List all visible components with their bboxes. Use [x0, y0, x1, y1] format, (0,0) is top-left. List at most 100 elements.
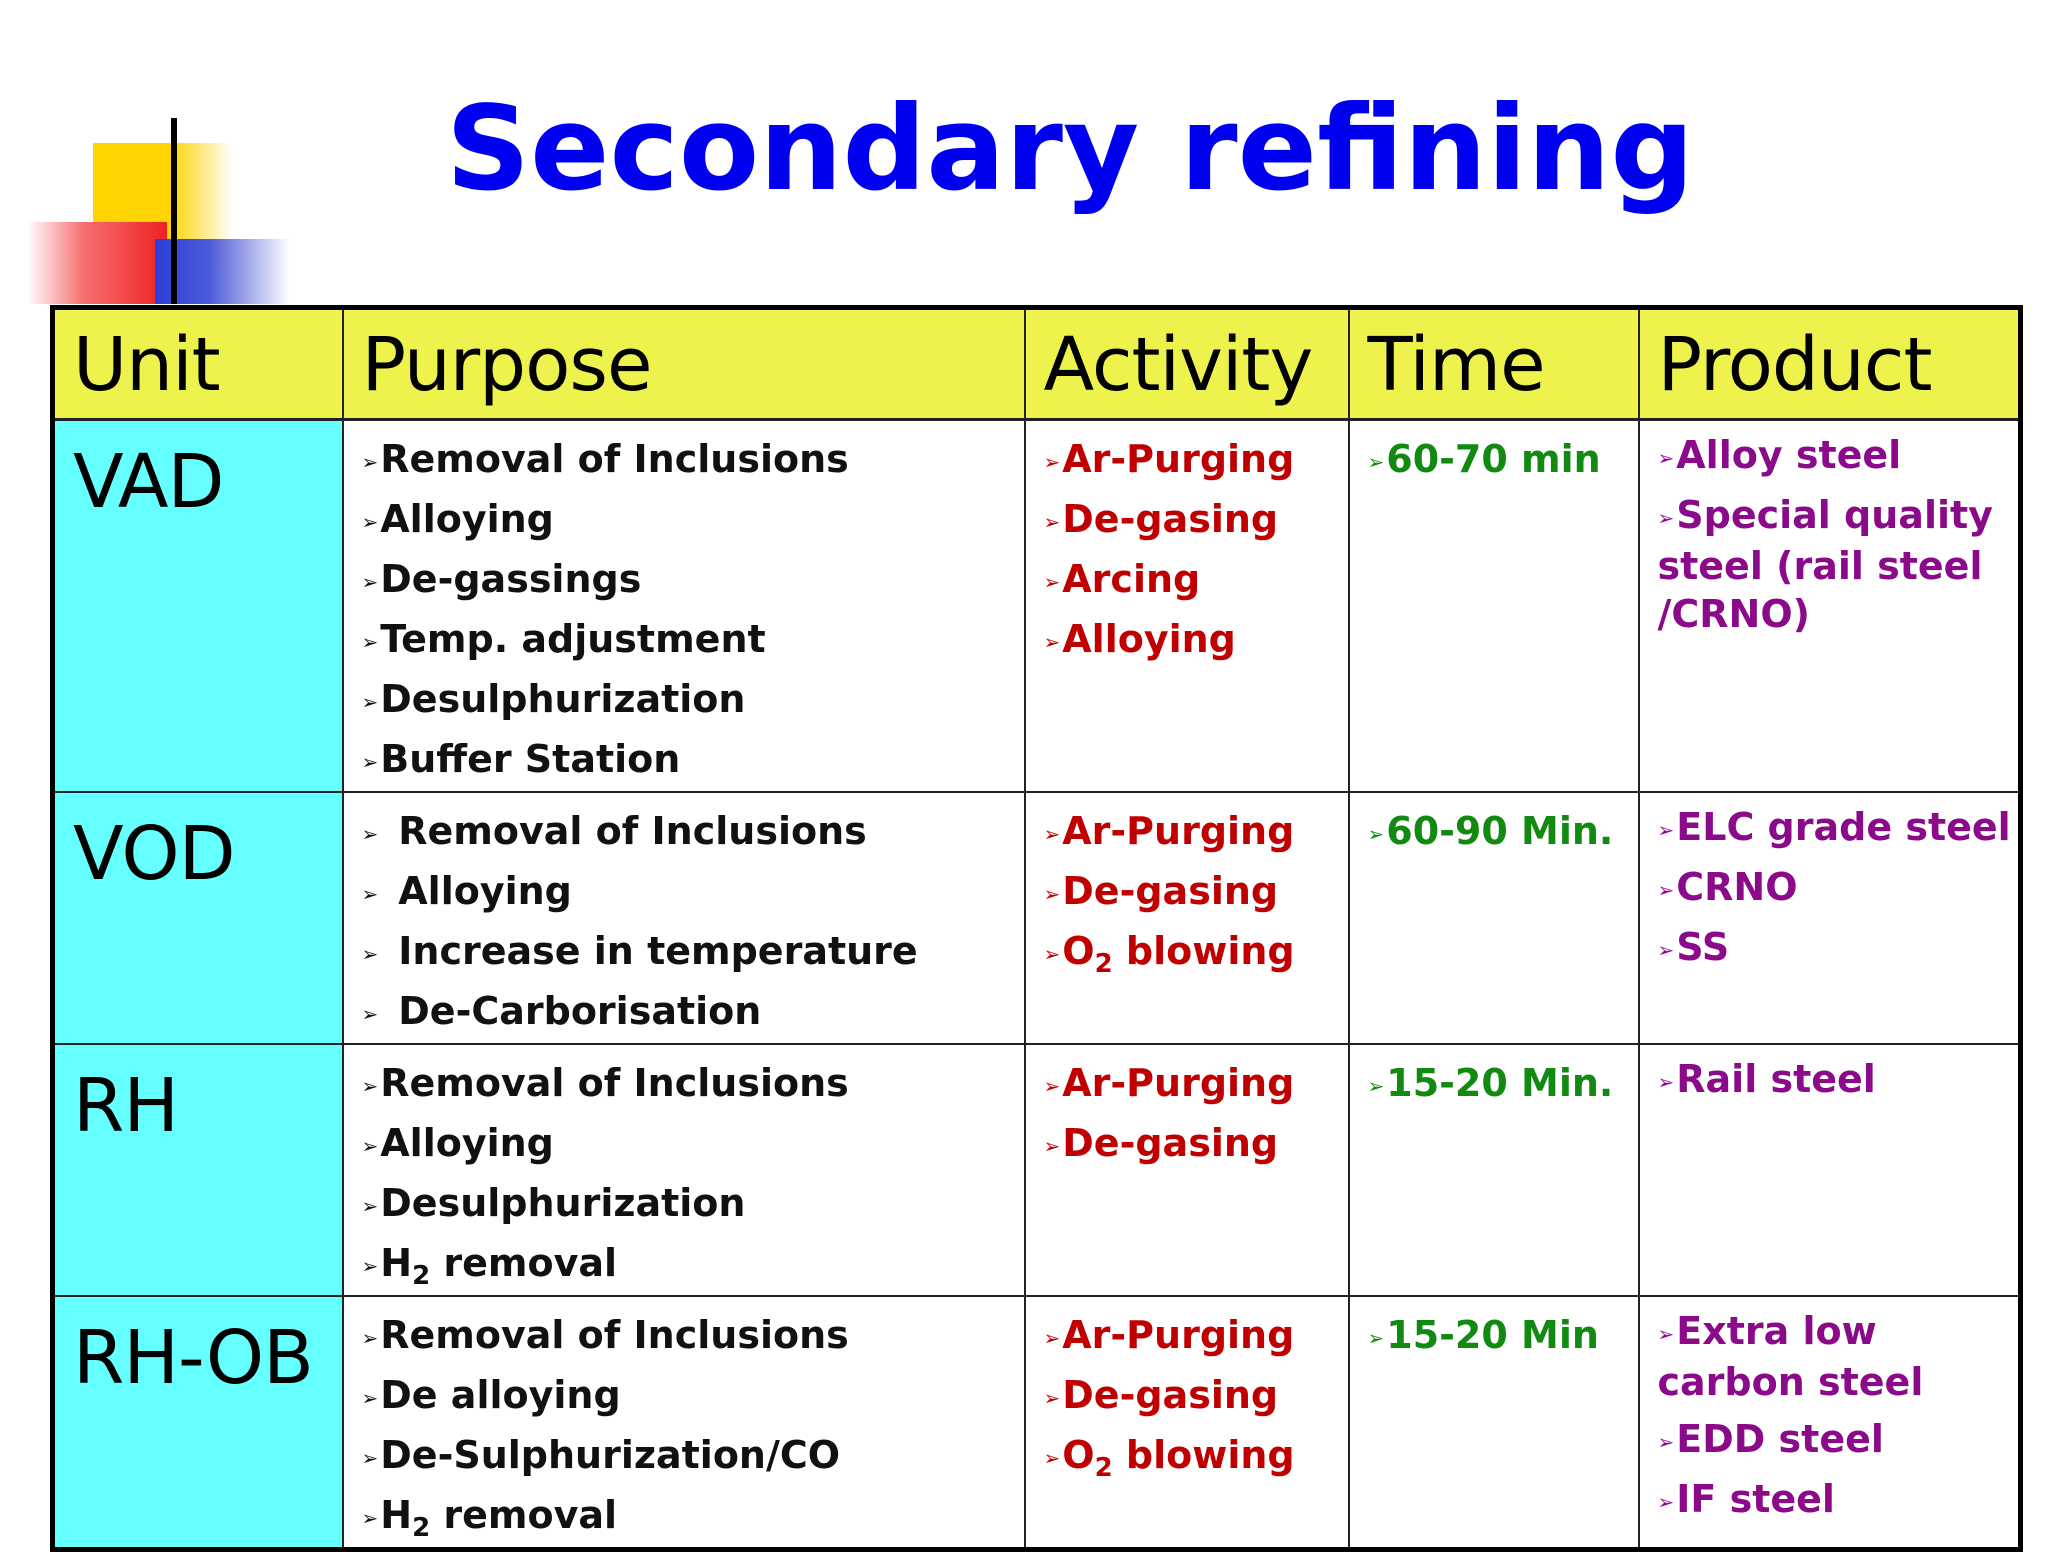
- activity-cell: ➢Ar-Purging ➢De-gasing ➢O2 blowing: [1023, 791, 1350, 1045]
- product-list: ➢Alloy steel ➢Special quality steel (rail…: [1640, 421, 2019, 638]
- purpose-text: De alloying: [380, 1373, 621, 1417]
- list-item: ➢EDD steel: [1658, 1415, 2013, 1466]
- activity-text-rest: blowing: [1112, 929, 1295, 973]
- arrow-bullet-icon: ➢: [361, 1194, 379, 1218]
- time-list: ➢60-90 Min.: [1350, 793, 1638, 863]
- list-item: ➢Removal of Inclusions: [362, 431, 1018, 491]
- time-cell: ➢15-20 Min.: [1347, 1043, 1640, 1297]
- list-item: ➢O2 blowing: [1044, 1427, 1342, 1487]
- list-item: ➢Ar-Purging: [1044, 1307, 1342, 1367]
- purpose-text: Desulphurization: [380, 677, 746, 721]
- arrow-bullet-icon: ➢: [361, 1074, 379, 1098]
- arrow-bullet-icon: ➢: [361, 570, 379, 594]
- activity-text: De-gasing: [1062, 869, 1279, 913]
- table-row: VAD ➢Removal of Inclusions ➢Alloying ➢De-ga…: [51, 418, 2022, 793]
- time-text: 15-20 Min.: [1386, 1061, 1614, 1105]
- list-item: ➢H2 removal: [362, 1487, 1018, 1547]
- purpose-text: De-gassings: [380, 557, 642, 601]
- arrow-bullet-icon: ➢: [1657, 1430, 1675, 1454]
- activity-text: Ar-Purging: [1062, 437, 1295, 481]
- activity-list: ➢Ar-Purging ➢De-gasing ➢Arcing ➢Alloying: [1026, 421, 1348, 671]
- purpose-list: ➢Removal of Inclusions ➢Alloying ➢Desulphu…: [344, 1045, 1024, 1295]
- product-cell: ➢ELC grade steel ➢CRNO ➢SS: [1637, 791, 2022, 1045]
- arrow-bullet-icon: ➢: [361, 1386, 379, 1410]
- table-row: VOD ➢ Removal of Inclusions ➢ Alloying ➢ Incre…: [51, 791, 2022, 1045]
- arrow-bullet-icon: ➢: [361, 450, 379, 474]
- activity-cell: ➢Ar-Purging ➢De-gasing: [1023, 1043, 1350, 1297]
- table-row: RH-OB ➢Removal of Inclusions ➢De alloying ➢…: [51, 1295, 2022, 1551]
- arrow-bullet-icon: ➢: [361, 510, 379, 534]
- list-item: ➢Removal of Inclusions: [362, 1307, 1018, 1367]
- product-cell: ➢Rail steel: [1637, 1043, 2022, 1297]
- time-text: 60-90 Min.: [1386, 809, 1614, 853]
- subscript: 2: [412, 1261, 431, 1291]
- activity-list: ➢Ar-Purging ➢De-gasing ➢O2 blowing: [1026, 793, 1348, 983]
- product-list: ➢ELC grade steel ➢CRNO ➢SS: [1640, 793, 2019, 974]
- list-item: ➢De-gasing: [1044, 1367, 1342, 1427]
- header-product: Product: [1637, 306, 2022, 421]
- arrow-bullet-icon: ➢: [1043, 1074, 1061, 1098]
- list-item: ➢60-90 Min.: [1368, 803, 1632, 863]
- product-text: Alloy steel: [1676, 433, 1902, 477]
- arrow-bullet-icon: ➢: [1367, 822, 1385, 846]
- product-cell: ➢Alloy steel ➢Special quality steel (rail…: [1637, 418, 2022, 793]
- activity-text: Arcing: [1062, 557, 1201, 601]
- time-cell: ➢15-20 Min: [1347, 1295, 1640, 1551]
- list-item: ➢IF steel: [1658, 1475, 2013, 1526]
- list-item: ➢ELC grade steel: [1658, 803, 2013, 854]
- list-item: ➢Alloying: [362, 491, 1018, 551]
- list-item: ➢Arcing: [1044, 551, 1342, 611]
- table-row: RH ➢Removal of Inclusions ➢Alloying ➢Desulp…: [51, 1043, 2022, 1297]
- purpose-text-rest: removal: [430, 1241, 618, 1285]
- refining-table: Unit Purpose Activity Time Product VAD ➢R…: [50, 305, 2023, 1552]
- list-item: ➢Desulphurization: [362, 671, 1018, 731]
- list-item: ➢Buffer Station: [362, 731, 1018, 791]
- purpose-text: H: [380, 1493, 413, 1537]
- purpose-text: Removal of Inclusions: [398, 809, 867, 853]
- arrow-bullet-icon: ➢: [361, 942, 379, 966]
- arrow-bullet-icon: ➢: [361, 882, 379, 906]
- purpose-text: Desulphurization: [380, 1181, 746, 1225]
- header-unit: Unit: [51, 306, 344, 421]
- purpose-list: ➢Removal of Inclusions ➢Alloying ➢De-gassi…: [344, 421, 1024, 791]
- list-item: ➢Alloying: [1044, 611, 1342, 671]
- product-text: IF steel: [1676, 1477, 1835, 1521]
- time-cell: ➢60-70 min: [1347, 418, 1640, 793]
- activity-text-rest: blowing: [1112, 1433, 1295, 1477]
- list-item: ➢Desulphurization: [362, 1175, 1018, 1235]
- slide-title: Secondary refining: [445, 80, 1695, 217]
- decor-vertical-line: [171, 118, 177, 304]
- activity-text: O: [1062, 929, 1095, 973]
- product-text: EDD steel: [1676, 1417, 1884, 1461]
- subscript: 2: [412, 1513, 431, 1543]
- list-item: ➢Temp. adjustment: [362, 611, 1018, 671]
- arrow-bullet-icon: ➢: [1043, 882, 1061, 906]
- list-item: ➢Ar-Purging: [1044, 431, 1342, 491]
- activity-list: ➢Ar-Purging ➢De-gasing ➢O2 blowing: [1026, 1297, 1348, 1487]
- arrow-bullet-icon: ➢: [1657, 1322, 1675, 1346]
- arrow-bullet-icon: ➢: [1367, 450, 1385, 474]
- list-item: ➢Alloying: [362, 863, 1018, 923]
- arrow-bullet-icon: ➢: [361, 1254, 379, 1278]
- arrow-bullet-icon: ➢: [361, 690, 379, 714]
- arrow-bullet-icon: ➢: [1657, 506, 1675, 530]
- arrow-bullet-icon: ➢: [1367, 1326, 1385, 1350]
- purpose-cell: ➢ Removal of Inclusions ➢ Alloying ➢ Increase…: [341, 791, 1026, 1045]
- purpose-text: Buffer Station: [380, 737, 681, 781]
- header-purpose: Purpose: [341, 306, 1026, 421]
- list-item: ➢15-20 Min: [1368, 1307, 1632, 1367]
- arrow-bullet-icon: ➢: [1043, 1446, 1061, 1470]
- unit-cell: RH: [51, 1043, 344, 1297]
- unit-cell: VAD: [51, 418, 344, 793]
- arrow-bullet-icon: ➢: [1043, 1386, 1061, 1410]
- activity-text: Ar-Purging: [1062, 1061, 1295, 1105]
- arrow-bullet-icon: ➢: [1657, 878, 1675, 902]
- purpose-text: Temp. adjustment: [380, 617, 766, 661]
- arrow-bullet-icon: ➢: [1043, 570, 1061, 594]
- activity-cell: ➢Ar-Purging ➢De-gasing ➢Arcing ➢Alloying: [1023, 418, 1350, 793]
- list-item: ➢De-gasing: [1044, 1115, 1342, 1175]
- activity-text: Ar-Purging: [1062, 809, 1295, 853]
- subscript: 2: [1094, 1453, 1113, 1483]
- arrow-bullet-icon: ➢: [1367, 1074, 1385, 1098]
- purpose-text: Removal of Inclusions: [380, 1061, 849, 1105]
